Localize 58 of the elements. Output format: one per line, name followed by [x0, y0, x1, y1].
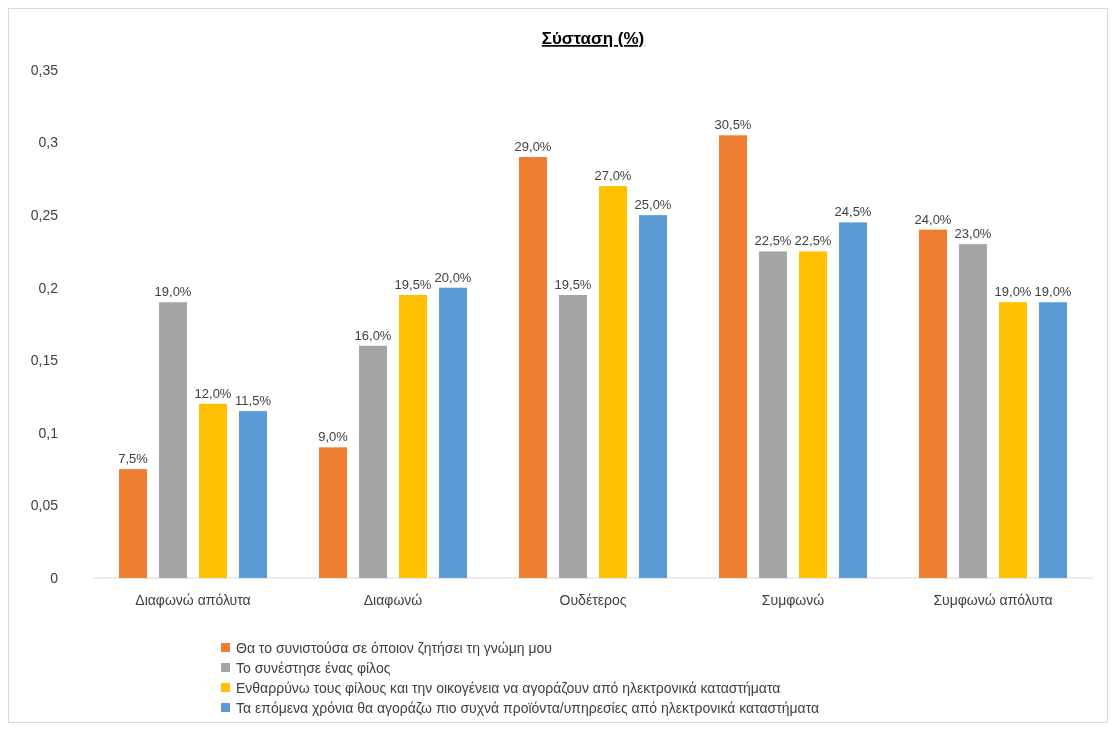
- data-label: 19,0%: [1034, 284, 1072, 300]
- bar: [999, 302, 1027, 578]
- bar: [639, 215, 667, 578]
- bar: [839, 222, 867, 578]
- data-label: 19,5%: [394, 276, 432, 292]
- data-label: 11,5%: [235, 393, 272, 409]
- y-tick-label: 0,1: [38, 424, 59, 441]
- y-tick-label: 0,05: [30, 497, 59, 514]
- legend-label: Το συνέστησε ένας φίλος: [236, 659, 391, 676]
- y-tick-label: 0,2: [38, 279, 59, 296]
- chart-title: Σύσταση (%): [541, 29, 645, 48]
- data-label: 19,0%: [154, 284, 192, 300]
- data-label: 16,0%: [354, 327, 392, 343]
- y-tick-label: 0,25: [30, 207, 59, 224]
- data-label: 12,0%: [194, 385, 232, 401]
- bar: [559, 294, 587, 578]
- bar: [959, 244, 987, 578]
- data-label: 19,0%: [994, 284, 1032, 300]
- y-tick-label: 0,3: [38, 134, 59, 151]
- legend-label: Θα το συνιστούσα σε όποιον ζητήσει τη γνώμη μου: [236, 639, 553, 656]
- bar: [159, 302, 187, 578]
- bar: [359, 345, 387, 578]
- data-label: 20,0%: [434, 269, 472, 285]
- data-label: 22,5%: [794, 233, 832, 249]
- data-label: 24,5%: [834, 204, 872, 220]
- bar: [799, 251, 827, 578]
- legend-label: Τα επόμενα χρόνια θα αγοράζω πιο συχνά προϊόντα/υπηρεσίες από ηλεκτρονικά καταστήματα: [236, 699, 820, 716]
- x-tick-label: Διαφωνώ: [363, 592, 423, 608]
- data-label: 27,0%: [594, 168, 632, 184]
- y-tick-label: 0: [50, 569, 59, 586]
- data-label: 30,5%: [714, 117, 752, 133]
- x-tick-label: Συμφωνώ απόλυτα: [933, 592, 1053, 608]
- y-tick-label: 0,35: [30, 61, 59, 78]
- data-label: 9,0%: [318, 429, 349, 445]
- bar: [519, 157, 547, 578]
- bar: [439, 287, 467, 578]
- data-label: 7,5%: [118, 451, 149, 467]
- bar: [239, 411, 267, 578]
- bar: [759, 251, 787, 578]
- data-label: 29,0%: [514, 139, 552, 155]
- data-label: 25,0%: [634, 197, 672, 213]
- bar: [119, 469, 147, 578]
- bar: [199, 403, 227, 578]
- x-tick-label: Ουδέτερος: [559, 592, 627, 608]
- x-tick-label: Διαφωνώ απόλυτα: [135, 592, 251, 608]
- x-tick-label: Συμφωνώ: [761, 592, 825, 608]
- y-tick-label: 0,15: [30, 352, 59, 369]
- bar: [599, 186, 627, 578]
- bar: [919, 229, 947, 578]
- data-label: 24,0%: [914, 211, 952, 227]
- data-label: 23,0%: [954, 226, 992, 242]
- bar: [319, 447, 347, 578]
- bar: [719, 135, 747, 578]
- legend-label: Ενθαρρύνω τους φίλους και την οικογένεια να αγοράζουν από ηλεκτρονικά καταστήματα: [236, 679, 781, 696]
- data-label: 19,5%: [554, 276, 592, 292]
- bar: [399, 294, 427, 578]
- bar: [1039, 302, 1067, 578]
- data-label: 22,5%: [754, 233, 792, 249]
